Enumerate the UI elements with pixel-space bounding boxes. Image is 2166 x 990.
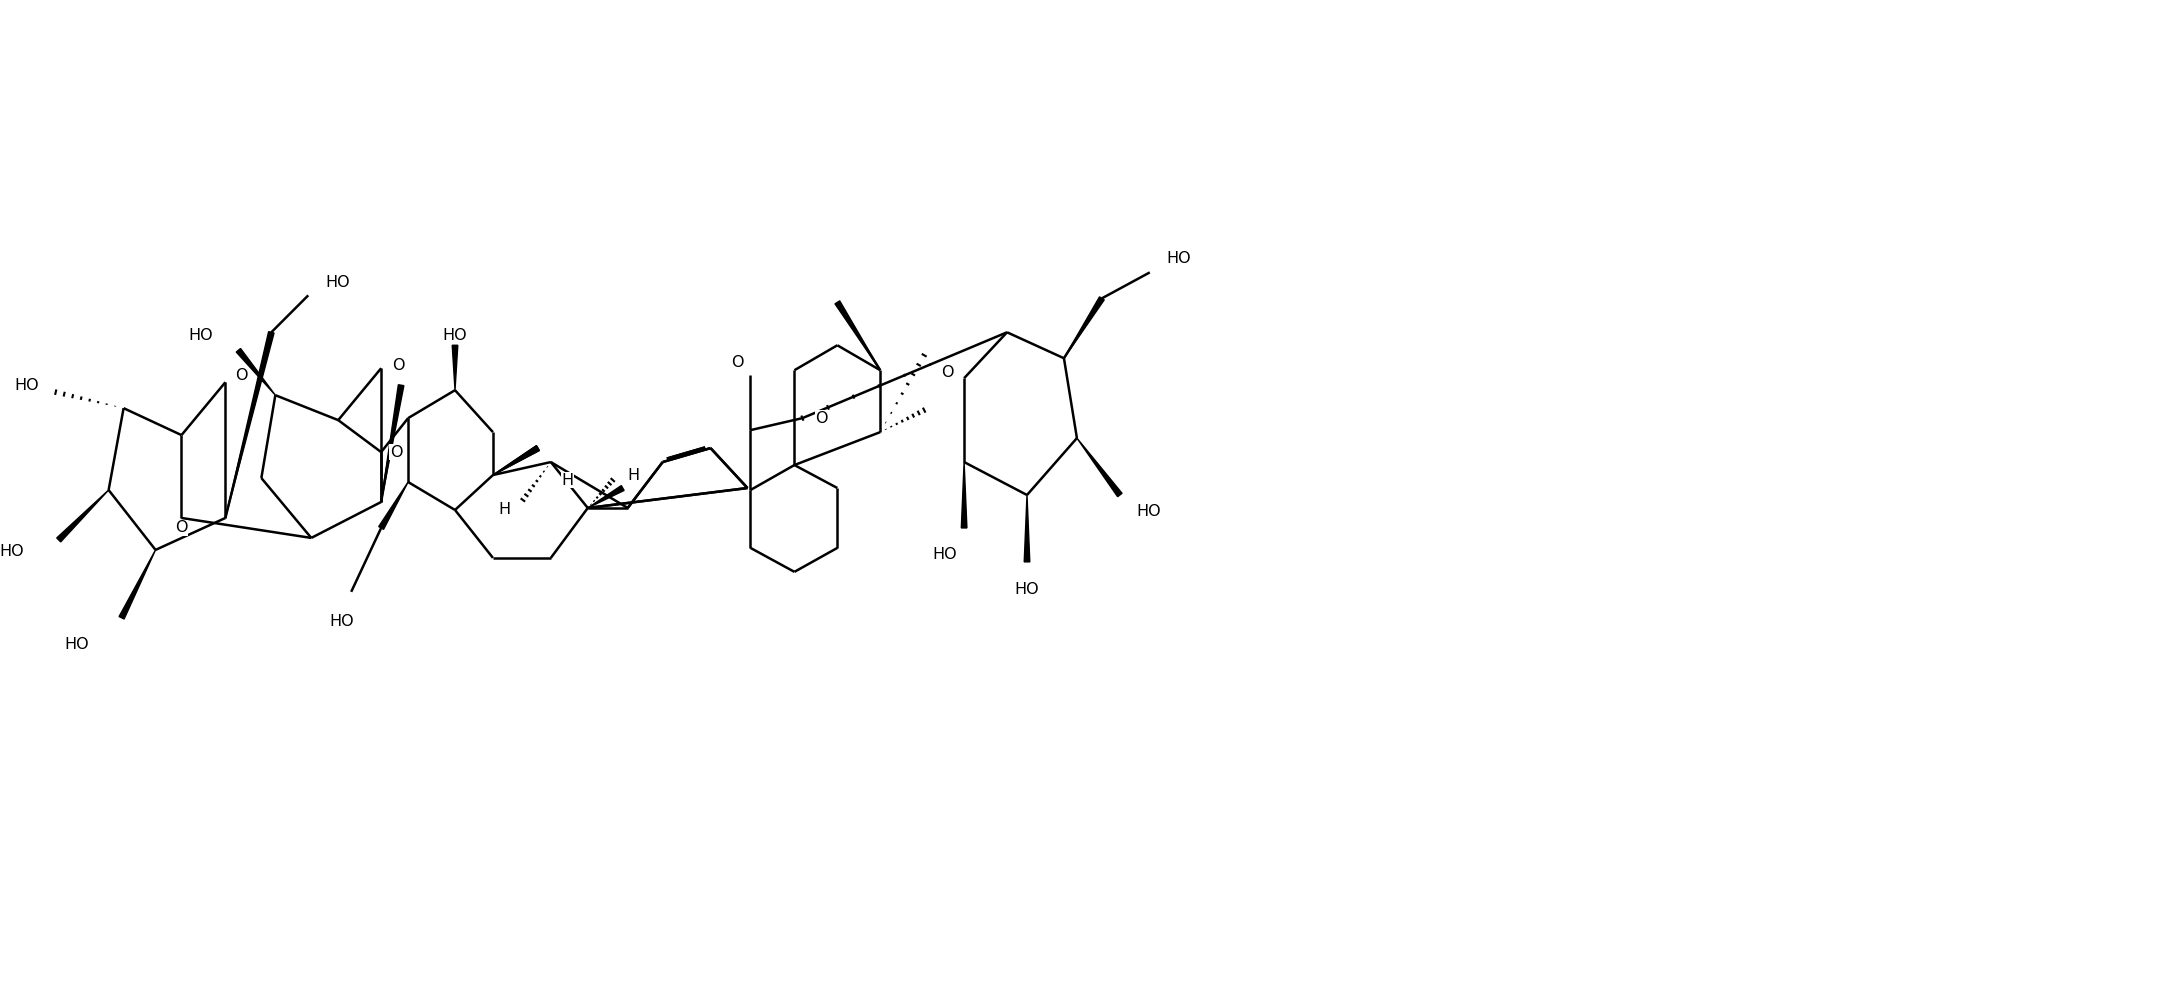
Text: HO: HO	[325, 275, 351, 290]
Text: HO: HO	[0, 544, 24, 559]
Text: O: O	[392, 357, 405, 372]
Polygon shape	[1025, 495, 1029, 562]
Polygon shape	[381, 385, 403, 502]
Text: HO: HO	[934, 547, 957, 562]
Polygon shape	[834, 301, 879, 370]
Text: HO: HO	[1167, 250, 1191, 266]
Text: HO: HO	[188, 328, 214, 343]
Polygon shape	[1077, 439, 1122, 497]
Polygon shape	[379, 482, 407, 530]
Polygon shape	[236, 348, 275, 395]
Text: O: O	[814, 411, 827, 426]
Polygon shape	[119, 549, 156, 619]
Polygon shape	[494, 446, 539, 475]
Polygon shape	[494, 446, 539, 475]
Text: H: H	[561, 472, 574, 487]
Text: H: H	[628, 467, 639, 482]
Polygon shape	[225, 332, 275, 518]
Polygon shape	[56, 490, 108, 542]
Text: O: O	[940, 364, 953, 380]
Text: O: O	[390, 445, 403, 459]
Polygon shape	[587, 485, 624, 508]
Polygon shape	[962, 462, 966, 528]
Text: HO: HO	[1014, 582, 1040, 597]
Text: HO: HO	[1137, 505, 1161, 520]
Text: O: O	[175, 521, 188, 536]
Text: HO: HO	[442, 329, 468, 344]
Text: HO: HO	[65, 638, 89, 652]
Polygon shape	[1064, 297, 1105, 358]
Polygon shape	[453, 346, 457, 390]
Text: H: H	[498, 503, 511, 518]
Text: O: O	[732, 354, 743, 369]
Text: O: O	[236, 367, 247, 383]
Text: HO: HO	[15, 378, 39, 393]
Text: HO: HO	[329, 614, 353, 630]
